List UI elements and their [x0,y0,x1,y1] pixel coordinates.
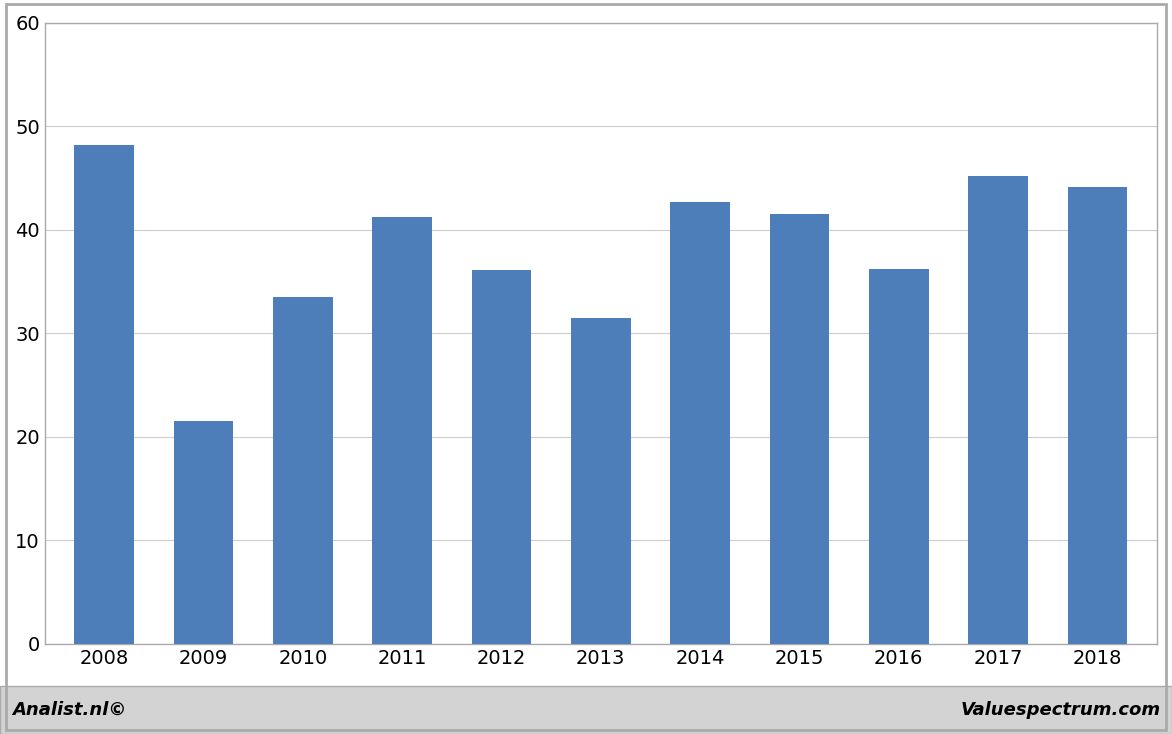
Bar [471,270,531,644]
Bar [273,297,333,644]
Bar [868,269,928,644]
Text: Valuespectrum.com: Valuespectrum.com [960,701,1160,719]
Bar [571,318,631,644]
Bar [968,175,1028,644]
FancyBboxPatch shape [0,686,1172,734]
Bar [770,214,830,644]
Bar [1068,187,1127,644]
Bar [670,202,730,644]
Bar [173,421,233,644]
Bar [74,145,134,644]
Bar [373,217,432,644]
Text: Analist.nl©: Analist.nl© [12,701,127,719]
